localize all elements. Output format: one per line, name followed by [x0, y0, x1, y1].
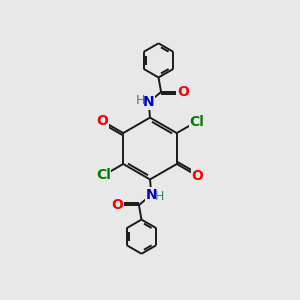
Text: Cl: Cl: [189, 115, 204, 129]
Text: Cl: Cl: [96, 169, 111, 182]
Text: O: O: [96, 114, 108, 128]
Text: H: H: [136, 94, 145, 107]
Text: O: O: [192, 169, 204, 183]
Text: N: N: [146, 188, 157, 202]
Text: H: H: [155, 190, 164, 203]
Text: O: O: [177, 85, 189, 99]
Text: O: O: [111, 198, 123, 212]
Text: N: N: [143, 95, 154, 110]
